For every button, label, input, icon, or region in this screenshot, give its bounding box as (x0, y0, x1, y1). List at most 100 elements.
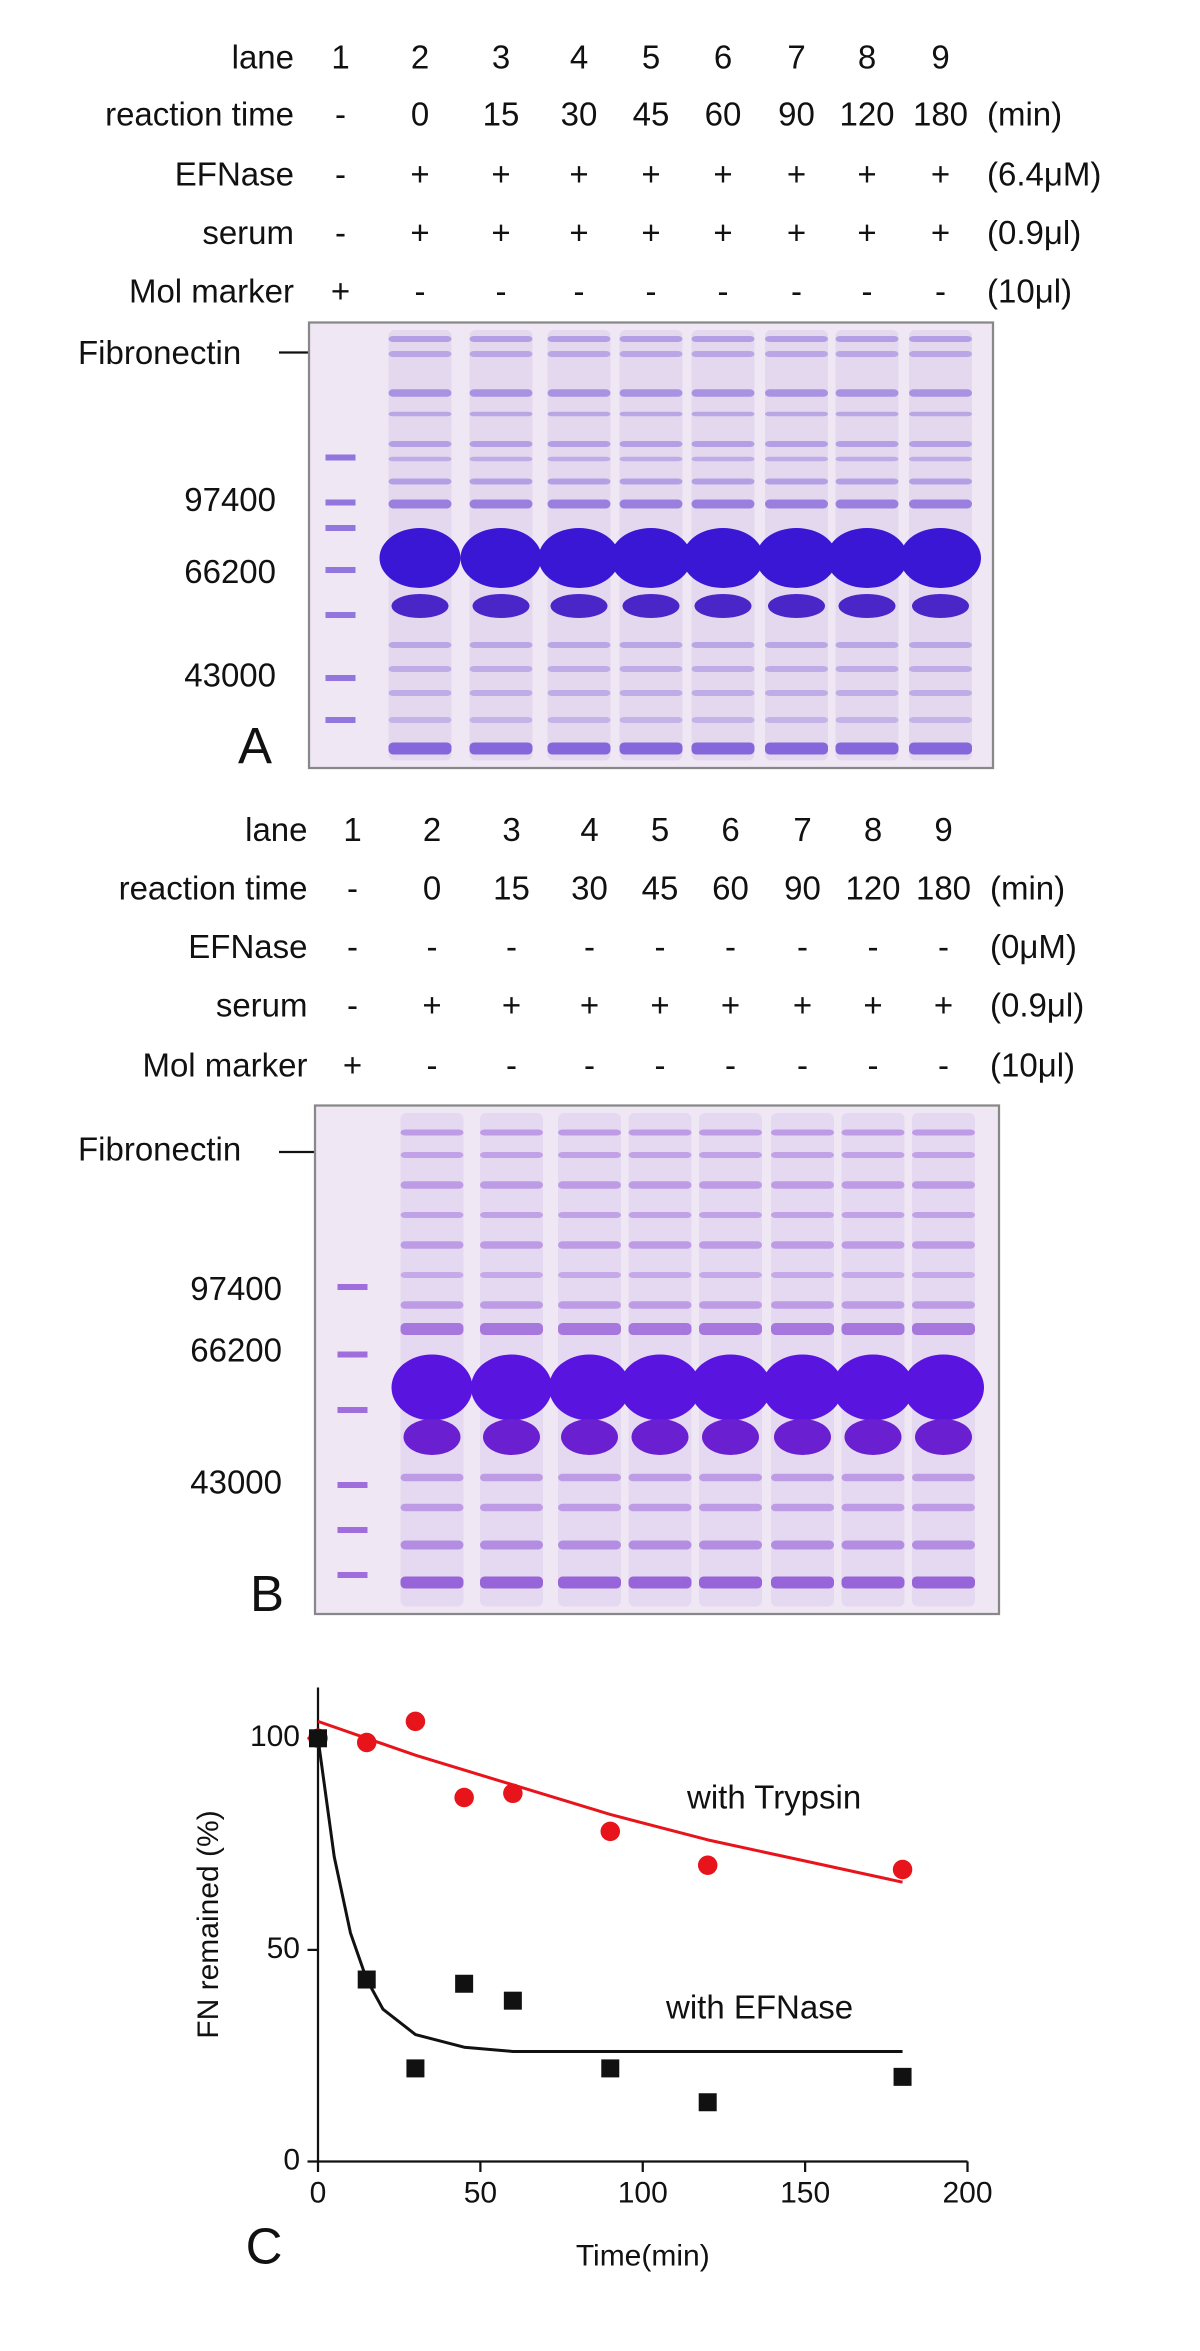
band (628, 1540, 692, 1550)
header-cell: - (938, 928, 949, 965)
data-point (503, 1991, 522, 2010)
band-dark (403, 1419, 461, 1456)
band (558, 1540, 621, 1550)
band-dark (391, 594, 449, 619)
band (699, 1323, 762, 1336)
band (771, 1181, 834, 1189)
header-cell: 3 (502, 811, 520, 848)
band (841, 1241, 905, 1249)
band (909, 351, 972, 358)
band-dark (631, 1419, 689, 1456)
albumin-band (549, 1354, 630, 1421)
header-cell: - (935, 273, 946, 310)
y-tick-label: 50 (267, 1932, 300, 1965)
band (841, 1301, 905, 1309)
marker-band (337, 1407, 368, 1414)
header-cell: 45 (642, 870, 679, 907)
band (547, 666, 611, 673)
band (388, 336, 452, 343)
band (771, 1473, 834, 1482)
band (912, 1212, 975, 1219)
header-cell: - (655, 1047, 666, 1084)
row-label: lane (245, 811, 307, 848)
band (628, 1152, 692, 1159)
header-cell: + (491, 214, 510, 251)
band (771, 1323, 834, 1336)
mw-label: 43000 (190, 1464, 282, 1501)
header-cell: - (347, 928, 358, 965)
band (699, 1301, 762, 1309)
albumin-band (762, 1354, 843, 1421)
band-dark (768, 594, 825, 619)
band (909, 499, 972, 509)
band (628, 1129, 692, 1136)
band (547, 411, 611, 417)
band (400, 1540, 464, 1550)
header-cell: - (725, 1047, 736, 1084)
band (628, 1181, 692, 1189)
band (699, 1540, 762, 1550)
band-dark (561, 1419, 618, 1456)
band (771, 1129, 834, 1136)
band (691, 499, 755, 509)
band (841, 1540, 905, 1550)
band (400, 1323, 464, 1336)
band (691, 336, 755, 343)
header-cell: 1 (343, 811, 361, 848)
band (480, 1181, 543, 1189)
band (469, 499, 533, 509)
band (909, 456, 972, 462)
band (912, 1129, 975, 1136)
header-cell: + (343, 1047, 362, 1084)
band (558, 1473, 621, 1482)
marker-band (325, 612, 356, 619)
marker-band (337, 1482, 368, 1489)
mw-label: 97400 (184, 481, 276, 518)
marker-band (337, 1527, 368, 1534)
header-cell: 8 (864, 811, 882, 848)
band (480, 1241, 543, 1249)
band (691, 389, 755, 397)
band (469, 478, 533, 485)
band (628, 1301, 692, 1309)
header-cell: - (427, 1047, 438, 1084)
band (699, 1272, 762, 1279)
band (841, 1473, 905, 1482)
band (841, 1152, 905, 1159)
albumin-band (391, 1354, 473, 1421)
band (765, 499, 828, 509)
row-label: EFNase (188, 928, 307, 965)
albumin-band (610, 528, 692, 589)
band (628, 1212, 692, 1219)
band (628, 1323, 692, 1336)
header-cell: 60 (712, 870, 749, 907)
header-cell: - (938, 1047, 949, 1084)
marker-band (337, 1572, 368, 1579)
header-cell: 3 (492, 39, 510, 76)
band (765, 666, 828, 673)
band (835, 351, 899, 358)
band (558, 1503, 621, 1512)
band (835, 441, 899, 448)
band (765, 690, 828, 697)
band (771, 1301, 834, 1309)
band (699, 1503, 762, 1512)
band (835, 717, 899, 724)
band (841, 1272, 905, 1279)
albumin-band (756, 528, 837, 589)
row-label: Mol marker (142, 1047, 307, 1084)
header-cell: + (931, 156, 950, 193)
unit-label: (0.9μl) (987, 214, 1081, 251)
band (558, 1301, 621, 1309)
band (388, 717, 452, 724)
albumin-band (619, 1354, 701, 1421)
band (691, 642, 755, 649)
band (912, 1503, 975, 1512)
band (558, 1241, 621, 1249)
band (628, 1503, 692, 1512)
band (909, 642, 972, 649)
band (841, 1576, 905, 1589)
header-cell: + (331, 273, 350, 310)
albumin-band (379, 528, 461, 589)
header-cell: + (934, 987, 953, 1024)
